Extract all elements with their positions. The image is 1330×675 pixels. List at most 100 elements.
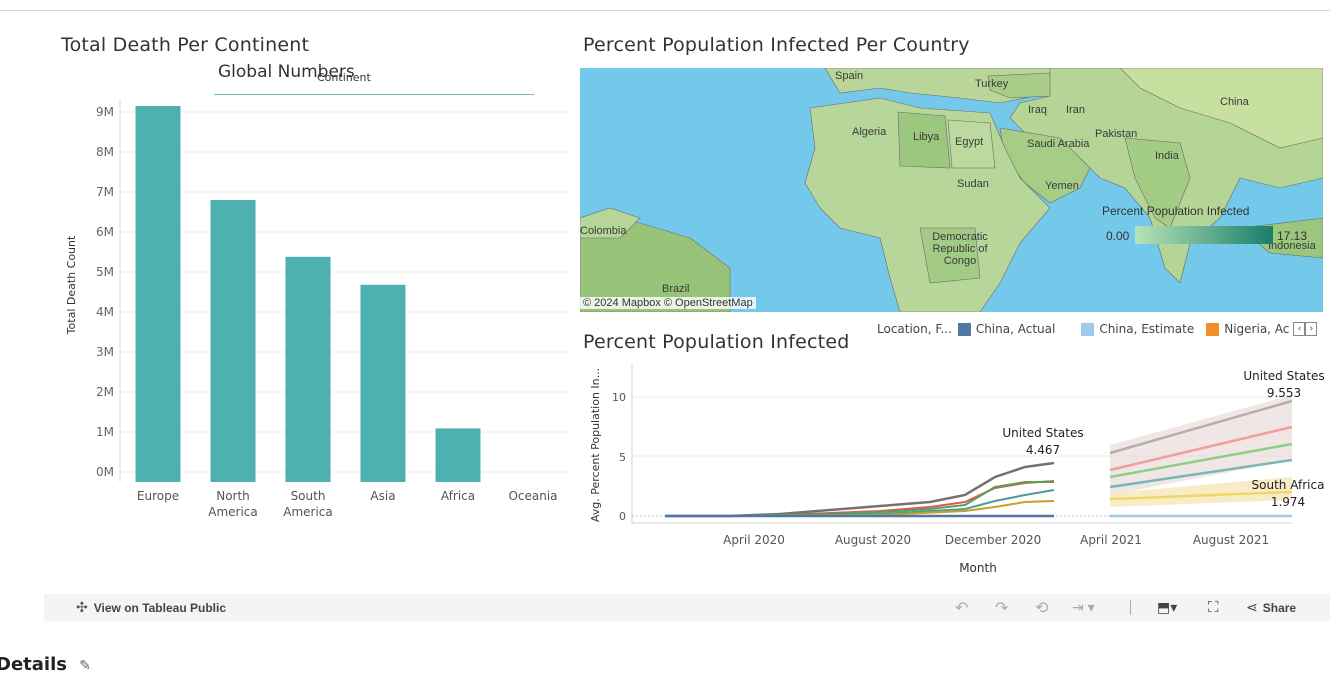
- map-country-label: China: [1220, 96, 1249, 108]
- bar-south-america[interactable]: [285, 256, 331, 482]
- map-country-label: Iran: [1066, 104, 1085, 116]
- share-button[interactable]: ⋖ Share: [1246, 599, 1297, 615]
- map-country-label: Spain: [835, 70, 864, 82]
- bar-ytick: 3M: [96, 345, 114, 359]
- fullscreen-icon[interactable]: ⛶: [1208, 599, 1219, 616]
- forecast-line-us[interactable]: [1109, 399, 1293, 455]
- map-country-label: Sudan: [957, 178, 989, 190]
- map-country-label: Libya: [913, 131, 940, 143]
- map-legend-title: Percent Population Infected: [1102, 204, 1250, 218]
- legend-item-nigeria[interactable]: Nigeria, Ac: [1224, 322, 1290, 336]
- line-xtick: August 2020: [835, 533, 911, 547]
- line-ytick: 10: [612, 391, 626, 404]
- line-xtick: April 2021: [1080, 533, 1142, 547]
- redo-icon[interactable]: ↷: [995, 599, 1009, 617]
- line-chart: 10 5 0 Avg. Percent Population In... Uni…: [589, 365, 1325, 575]
- legend-next-icon[interactable]: ›: [1305, 322, 1318, 336]
- annotation-us-label: United States: [1002, 426, 1083, 440]
- map-title: Percent Population Infected Per Country: [583, 34, 970, 56]
- line-xtick: April 2020: [723, 533, 785, 547]
- line-xtick: December 2020: [945, 533, 1042, 547]
- legend-swatch-nigeria: [1206, 322, 1220, 336]
- refresh-icon[interactable]: ⇥ ▾: [1072, 599, 1095, 615]
- tableau-logo-icon: ✣: [76, 599, 88, 615]
- revert-icon[interactable]: ⟲: [1035, 599, 1049, 617]
- legend-item-china-actual[interactable]: China, Actual: [975, 322, 1056, 336]
- bar-category-label: Africa: [441, 489, 475, 503]
- bar-category-label: America: [283, 505, 333, 519]
- map-legend-gradient: [1135, 226, 1273, 244]
- bar-ytick: 9M: [96, 105, 114, 119]
- map-country-label: Iraq: [1028, 104, 1047, 116]
- forecast-line[interactable]: [1109, 425, 1293, 472]
- forecast-line[interactable]: [1109, 442, 1293, 479]
- bar-ytick: 6M: [96, 225, 114, 239]
- line-xtick: August 2021: [1193, 533, 1269, 547]
- map-country-label: Saudi Arabia: [1027, 138, 1090, 150]
- bar-ytick: 1M: [96, 425, 114, 439]
- map-country-label: Algeria: [852, 126, 887, 138]
- series-line-us[interactable]: [665, 461, 1055, 518]
- line-y-axis-label: Avg. Percent Population In...: [589, 368, 602, 522]
- bar-category-label: Europe: [137, 489, 179, 503]
- header-rule: [214, 94, 534, 95]
- bar-ytick: 2M: [96, 385, 114, 399]
- continent-header: Continent: [317, 71, 371, 84]
- legend-swatch-china-estimate: [1081, 322, 1095, 336]
- map-attribution[interactable]: © 2024 Mapbox © OpenStreetMap: [580, 297, 756, 309]
- toolbar-divider: [1130, 600, 1131, 615]
- forecast-band: [1110, 477, 1292, 507]
- bar-ytick: 4M: [96, 305, 114, 319]
- bar-asia[interactable]: [360, 284, 406, 482]
- legend-swatch-china-actual: [957, 322, 971, 336]
- forecast-line[interactable]: [1109, 458, 1293, 489]
- bar-chart-title: Total Death Per Continent: [61, 34, 310, 56]
- line-legend[interactable]: Location, F... China, Actual China, Esti…: [877, 321, 1318, 337]
- bar-ytick: 5M: [96, 265, 114, 279]
- bar-africa[interactable]: [435, 428, 481, 482]
- details-heading: Details ✎: [0, 654, 91, 675]
- map-country-label: Pakistan: [1095, 128, 1138, 140]
- bar-category-label: Oceania: [508, 489, 557, 503]
- map-country-label: Indonesia: [1268, 240, 1316, 252]
- map-legend-min: 0.00: [1106, 229, 1130, 243]
- map-country-label: Egypt: [955, 136, 984, 148]
- undo-icon[interactable]: ↶: [955, 599, 969, 617]
- map-country-label: Turkey: [975, 78, 1009, 90]
- global-numbers-title: Global Numbers: [218, 62, 355, 82]
- bar-chart: Total Death Count 0M 1M 2M 3M 4M 5M 6M 7M 8M 9M Eu…: [65, 100, 570, 519]
- legend-prev-icon[interactable]: ‹: [1293, 322, 1306, 336]
- annotation-us-est-value: 9.553: [1267, 386, 1301, 400]
- edit-pencil-icon[interactable]: ✎: [79, 658, 91, 674]
- line-ytick: 0: [619, 510, 626, 523]
- forecast-line[interactable]: [1109, 490, 1293, 501]
- bar-ytick: 7M: [96, 185, 114, 199]
- map-country-label: Democratic Republic of Congo: [932, 231, 988, 267]
- map-legend-max: 17.13: [1277, 229, 1308, 243]
- bar-category-label: Asia: [370, 489, 395, 503]
- tableau-toolbar: ✣ View on Tableau Public ↶ ↷ ⟲ ⇥ ▾ ⬒▾ ⛶ …: [44, 594, 1330, 621]
- bar-category-label: North: [216, 489, 250, 503]
- annotation-sa-value: 1.974: [1271, 495, 1305, 509]
- top-divider: [0, 10, 1330, 11]
- legend-item-china-estimate[interactable]: China, Estimate: [1099, 322, 1195, 336]
- map-country-label: Yemen: [1045, 180, 1079, 192]
- annotation-us-value: 4.467: [1026, 443, 1060, 457]
- bar-ytick: 0M: [96, 465, 114, 479]
- choropleth-map[interactable]: Spain Turkey Algeria Libya Egypt Iraq Iran Saud…: [580, 68, 1323, 312]
- line-chart-title: Percent Population Infected: [583, 331, 850, 353]
- bar-europe[interactable]: [135, 106, 181, 482]
- bar-category-label: America: [208, 505, 258, 519]
- view-on-tableau-button[interactable]: ✣ View on Tableau Public: [76, 599, 226, 615]
- map-country-label: Brazil: [662, 283, 690, 295]
- line-legend-label: Location, F...: [877, 322, 952, 336]
- line-x-axis-label: Month: [959, 561, 997, 575]
- map-country-label: India: [1155, 150, 1179, 162]
- map-canvas[interactable]: [580, 68, 1323, 312]
- download-icon[interactable]: ⬒▾: [1157, 599, 1178, 615]
- annotation-us-est-label: United States: [1243, 369, 1324, 383]
- bar-north-america[interactable]: [210, 200, 256, 482]
- bar-y-axis-label: Total Death Count: [65, 235, 78, 335]
- annotation-sa-label: South Africa: [1252, 478, 1325, 492]
- share-icon: ⋖: [1246, 599, 1258, 615]
